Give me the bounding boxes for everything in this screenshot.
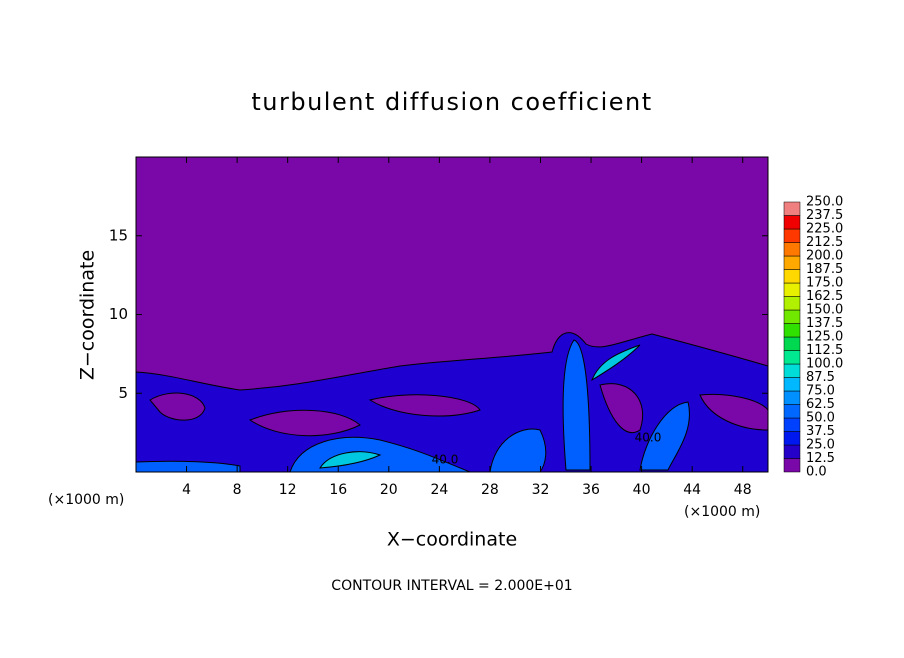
colorbar-label: 37.5	[806, 424, 835, 439]
colorbar-bin	[783, 269, 801, 284]
colorbar-label: 112.5	[806, 343, 843, 358]
x-tick-label: 20	[380, 482, 398, 498]
colorbar-label: 75.0	[806, 384, 835, 399]
colorbar-bin	[783, 350, 801, 365]
colorbar-label: 187.5	[806, 262, 843, 277]
x-tick-label: 36	[582, 482, 600, 498]
colorbar-label: 225.0	[806, 222, 843, 237]
x-tick-label: 48	[734, 482, 752, 498]
colorbar-label: 150.0	[806, 303, 843, 318]
colorbar-label: 250.0	[806, 195, 843, 210]
chart-title: turbulent diffusion coefficient	[251, 88, 652, 116]
colorbar-bin	[783, 444, 801, 459]
colorbar-label: 100.0	[806, 357, 843, 372]
colorbar-label: 0.0	[806, 465, 827, 480]
y-tick-label: 5	[118, 384, 128, 402]
colorbar-label: 50.0	[806, 411, 835, 426]
colorbar-bin	[783, 417, 801, 432]
colorbar-label: 212.5	[806, 235, 843, 250]
colorbar-label: 237.5	[806, 208, 843, 223]
x-tick-label: 44	[683, 482, 701, 498]
colorbar-label: 137.5	[806, 316, 843, 331]
colorbar-bin	[783, 458, 801, 473]
colorbar-label: 25.0	[806, 438, 835, 453]
y-tick-label: 15	[109, 226, 128, 244]
colorbar-label: 162.5	[806, 289, 843, 304]
contour-label: 40.0	[635, 431, 662, 445]
colorbar-bin	[783, 215, 801, 230]
colorbar-label: 200.0	[806, 249, 843, 264]
colorbar-bin	[783, 390, 801, 405]
colorbar-bin	[783, 336, 801, 351]
field-core	[319, 344, 641, 469]
colorbar-bin	[783, 431, 801, 446]
contour-label: 40.0	[432, 453, 459, 467]
x-tick-label: 12	[279, 482, 297, 498]
x-tick-label: 4	[182, 482, 191, 498]
colorbar-label: 87.5	[806, 370, 835, 385]
colorbar-bin	[783, 228, 801, 243]
footnote: CONTOUR INTERVAL = 2.000E+01	[331, 578, 572, 594]
colorbar-label: 175.0	[806, 276, 843, 291]
x-tick-label: 8	[233, 482, 242, 498]
colorbar-bin	[783, 296, 801, 311]
colorbar-bin	[783, 201, 801, 216]
colorbar-bin	[783, 323, 801, 338]
colorbar-label: 12.5	[806, 451, 835, 466]
field	[135, 157, 769, 473]
colorbar-bin	[783, 404, 801, 419]
x-axis-label: X−coordinate	[387, 529, 517, 551]
x-unit-label: (×1000 m)	[48, 492, 124, 508]
x-tick-label: 16	[329, 482, 347, 498]
field-patch	[135, 339, 690, 473]
y-axis-label: Z−coordinate	[77, 250, 99, 380]
colorbar-bin	[783, 309, 801, 324]
colorbar-label: 62.5	[806, 397, 835, 412]
colorbar-bin	[783, 363, 801, 378]
x-tick-label: 40	[633, 482, 651, 498]
x-tick-label: 32	[532, 482, 550, 498]
colorbar-bin	[783, 377, 801, 392]
x-tick-label: 28	[481, 482, 499, 498]
x-tick-label: 24	[430, 482, 448, 498]
field-pocket	[149, 383, 769, 437]
colorbar-label: 125.0	[806, 330, 843, 345]
colorbar-bin	[783, 255, 801, 270]
y-tick-label: 10	[109, 305, 128, 323]
colorbar-bin	[783, 282, 801, 297]
x-unit-label: (×1000 m)	[684, 504, 760, 520]
colorbar-bin	[783, 242, 801, 257]
